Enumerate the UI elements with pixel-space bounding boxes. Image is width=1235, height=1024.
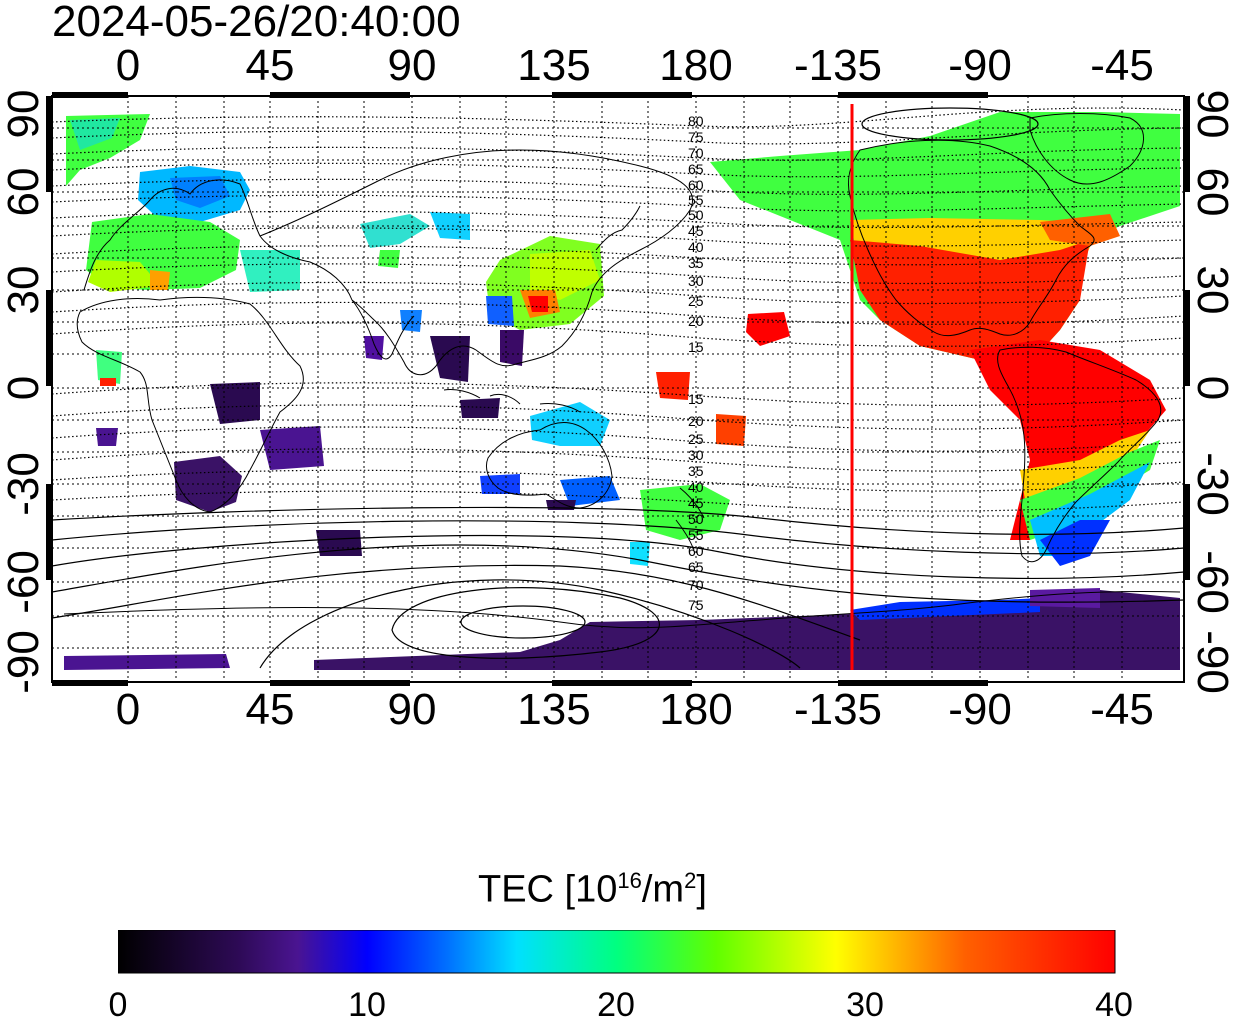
tec-patch-south-america — [970, 340, 1166, 540]
coast-north-america — [847, 139, 1095, 337]
right-lat-tick: 0 — [1188, 375, 1235, 401]
colorbar-tick: 10 — [348, 986, 386, 1024]
contour-label: 40 — [688, 479, 704, 495]
contour-label: 55 — [688, 527, 704, 543]
colorbar — [118, 930, 1116, 974]
contour-label: 25 — [688, 293, 704, 309]
contour-labels-south: 15 20 25 30 35 40 45 50 55 60 65 70 75 — [688, 391, 704, 613]
map-timestamp-title: 2024-05-26/20:40:00 — [52, 0, 461, 46]
top-lon-tick: -135 — [793, 41, 883, 90]
contour-label: 75 — [688, 597, 704, 613]
magnetic-contours — [51, 107, 1185, 512]
contour-label: 20 — [688, 313, 704, 329]
colorbar-title-main: TEC [10 — [478, 868, 618, 911]
top-lon-tick: 180 — [659, 41, 733, 90]
coast-india — [351, 299, 415, 360]
colorbar-tick: 30 — [846, 986, 884, 1024]
bottom-lon-tick: -45 — [1090, 685, 1154, 734]
bottom-lon-tick: -135 — [793, 685, 883, 734]
top-lon-tick: 135 — [517, 41, 591, 90]
southern-contours — [51, 107, 1185, 669]
contour-label: 30 — [688, 273, 704, 289]
coast-japan — [595, 205, 641, 251]
left-lat-tick: 0 — [0, 375, 48, 401]
frame-ticks — [46, 92, 1190, 686]
contour-label: 25 — [688, 431, 704, 447]
contour-label: 60 — [688, 177, 704, 193]
contour-label: 65 — [688, 559, 704, 575]
coastlines — [63, 113, 1181, 629]
contour-label: 50 — [688, 511, 704, 527]
contour-labels-north: 80 75 70 65 60 55 50 45 40 35 30 25 20 1… — [688, 113, 704, 355]
right-lat-tick: -90 — [1188, 630, 1235, 694]
bottom-lon-tick: -90 — [948, 685, 1012, 734]
colorbar-title: TEC [1016/m2] — [478, 868, 707, 912]
top-lon-tick: 90 — [387, 41, 437, 90]
coast-antarctica — [63, 591, 1181, 629]
coast-australia — [485, 422, 613, 509]
colorbar-tick: 0 — [108, 986, 128, 1024]
contour-label: 50 — [688, 207, 704, 223]
contour-label: 40 — [688, 239, 704, 255]
tec-patch-antarctica — [64, 654, 230, 670]
top-lon-tick: 45 — [245, 41, 295, 90]
bottom-lon-tick: 90 — [387, 685, 437, 734]
tec-patch-australia — [530, 402, 610, 446]
contour-label: 35 — [688, 255, 704, 271]
contour-label: 45 — [688, 223, 704, 239]
contour-label: 70 — [688, 145, 704, 161]
colorbar-tick: 20 — [597, 986, 635, 1024]
contour-label: 45 — [688, 495, 704, 511]
right-lat-tick: 30 — [1188, 265, 1235, 315]
colorbar-tick: 40 — [1095, 986, 1133, 1024]
bottom-lon-tick: 180 — [659, 685, 733, 734]
contour-label: 80 — [688, 113, 704, 129]
coast-greenland — [1029, 113, 1144, 185]
contour-label: 65 — [688, 161, 704, 177]
left-lat-tick: -90 — [0, 630, 48, 694]
contour-label: 70 — [688, 577, 704, 593]
colorbar-title-unit: /m — [641, 868, 685, 911]
graticule — [52, 96, 1184, 682]
left-lat-tick: 60 — [0, 167, 48, 217]
bottom-lon-tick: 135 — [517, 685, 591, 734]
coast-europe — [83, 179, 353, 301]
tec-patch-central-pacific — [746, 312, 790, 346]
contour-label: 55 — [688, 192, 704, 208]
contour-label: 15 — [688, 391, 704, 407]
top-lon-tick: 0 — [115, 41, 141, 90]
bottom-lon-tick: 45 — [245, 685, 295, 734]
colorbar-title-unit-exp: 2 — [684, 868, 697, 893]
contour-label: 15 — [688, 339, 704, 355]
coast-indonesia — [443, 389, 581, 413]
contour-label: 60 — [688, 543, 704, 559]
bottom-lon-tick: 0 — [115, 685, 141, 734]
right-lat-tick: -30 — [1188, 452, 1235, 516]
contour-label: 30 — [688, 447, 704, 463]
top-lon-tick: -90 — [948, 41, 1012, 90]
colorbar-title-end: ] — [696, 868, 707, 911]
coast-south-america — [997, 346, 1162, 563]
colorbar-title-exp: 16 — [617, 868, 642, 893]
contour-label: 75 — [688, 129, 704, 145]
left-lat-tick: -30 — [0, 452, 48, 516]
top-lon-tick: -45 — [1090, 41, 1154, 90]
coast-asia — [259, 149, 693, 376]
left-lat-tick: 30 — [0, 265, 48, 315]
coast-new-zealand — [675, 487, 705, 551]
contour-label: 20 — [688, 413, 704, 429]
right-lat-tick: 60 — [1188, 167, 1235, 217]
coast-africa — [76, 296, 304, 513]
contour-label: 35 — [688, 463, 704, 479]
